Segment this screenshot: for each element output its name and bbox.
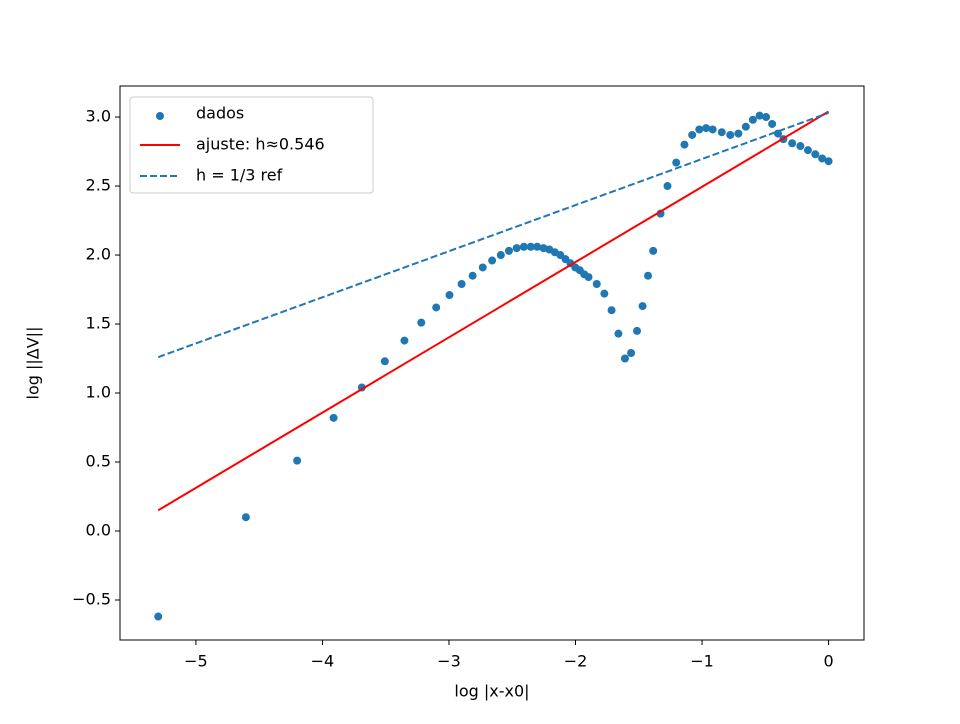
data-point	[633, 326, 642, 335]
data-point	[672, 158, 681, 167]
legend-label: h = 1/3 ref	[196, 166, 283, 185]
data-point	[768, 119, 777, 128]
y-tick-label: 0.5	[86, 452, 111, 471]
legend-marker	[156, 112, 164, 120]
data-point	[762, 113, 771, 122]
data-point	[726, 130, 735, 139]
data-point	[533, 242, 542, 251]
data-point	[329, 413, 338, 422]
data-point	[607, 306, 616, 315]
y-tick-label: 1.5	[86, 314, 111, 333]
data-point	[663, 182, 672, 191]
data-point	[600, 289, 609, 298]
data-point	[818, 154, 827, 163]
data-point	[512, 244, 521, 253]
data-point	[803, 146, 812, 155]
x-tick-label: −3	[437, 652, 461, 671]
data-point	[293, 456, 302, 465]
data-point	[644, 271, 653, 280]
data-point	[478, 263, 487, 272]
data-point	[627, 348, 636, 357]
data-point	[824, 157, 833, 166]
x-tick-label: −5	[184, 652, 208, 671]
data-point	[432, 303, 441, 312]
data-point	[154, 612, 163, 621]
data-point	[649, 246, 658, 255]
data-point	[796, 142, 805, 151]
plot-frame	[119, 85, 865, 641]
data-point	[788, 139, 797, 148]
data-point	[241, 513, 250, 522]
x-tick-label: −1	[690, 652, 714, 671]
data-point	[526, 242, 535, 251]
data-point	[504, 246, 513, 255]
y-tick-label: 2.0	[86, 245, 111, 264]
data-point	[592, 280, 601, 289]
data-point	[620, 354, 629, 363]
data-point	[638, 302, 647, 311]
data-point	[811, 150, 820, 159]
data-point	[734, 129, 743, 138]
data-point	[614, 329, 623, 338]
data-point	[519, 242, 528, 251]
data-point	[755, 111, 764, 120]
data-point	[584, 273, 593, 282]
line	[157, 111, 829, 359]
y-tick-label: −0.5	[72, 589, 111, 608]
x-axis-label: log |x-x0|	[454, 682, 529, 701]
line	[157, 110, 830, 512]
data-point	[445, 291, 454, 300]
data-point	[688, 130, 697, 139]
y-tick-label: 3.0	[86, 107, 111, 126]
data-point	[680, 140, 689, 149]
data-point	[488, 256, 497, 265]
data-point	[702, 124, 711, 133]
data-point	[496, 251, 505, 260]
data-point	[695, 125, 704, 134]
data-point	[400, 336, 409, 345]
legend-label: dados	[196, 104, 244, 123]
data-point	[417, 318, 426, 327]
data-point	[468, 271, 477, 280]
y-axis-label: log ||ΔV||	[24, 327, 43, 400]
data-point	[380, 357, 389, 366]
data-point	[708, 125, 717, 134]
data-point	[457, 280, 466, 289]
legend-box	[129, 96, 374, 194]
x-tick-label: −2	[564, 652, 588, 671]
y-tick-label: 0.0	[86, 520, 111, 539]
data-point	[717, 128, 726, 137]
y-tick-label: 1.0	[86, 383, 111, 402]
x-tick-label: 0	[823, 652, 833, 671]
legend-label: ajuste: h≈0.546	[196, 135, 325, 154]
x-tick-label: −4	[311, 652, 335, 671]
data-point	[748, 115, 757, 124]
y-tick-label: 2.5	[86, 176, 111, 195]
data-point	[741, 122, 750, 131]
